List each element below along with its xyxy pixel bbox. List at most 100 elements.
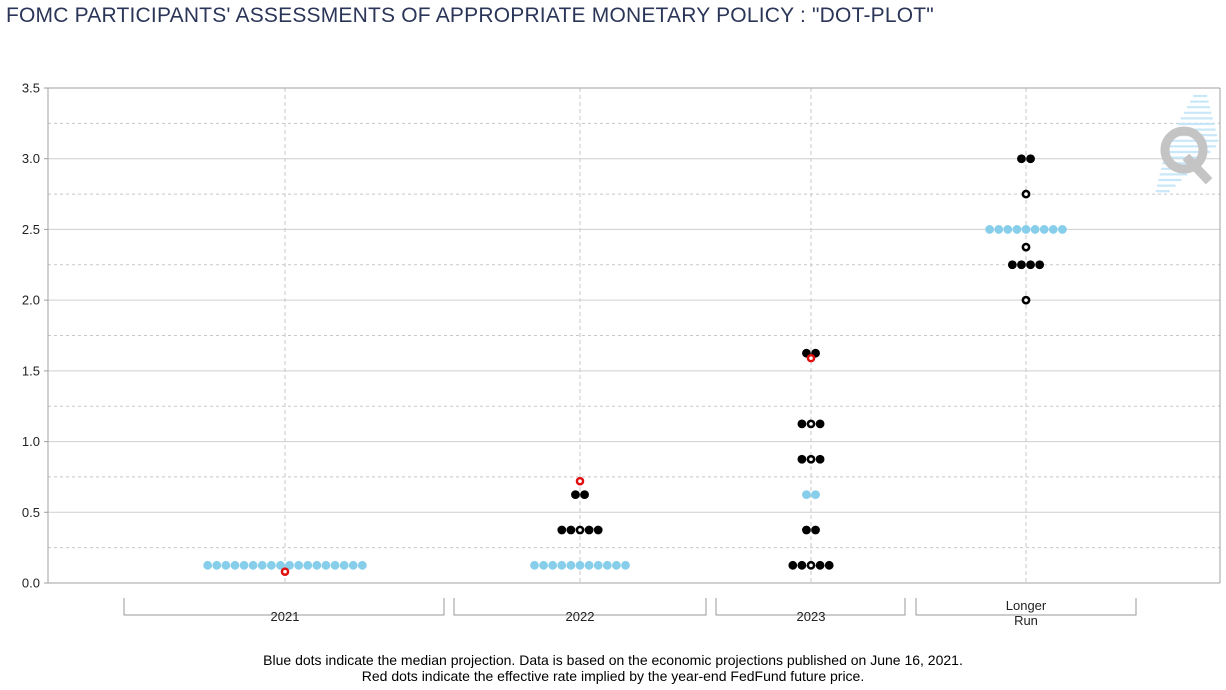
participants-dot: [824, 560, 834, 570]
participants-dot: [815, 560, 825, 570]
median-dot: [584, 560, 594, 570]
median-dot: [811, 490, 820, 500]
axes: [47, 87, 1221, 584]
participants-dot: [797, 454, 807, 464]
implied-dot-center: [578, 479, 582, 483]
median-dot: [1030, 225, 1040, 234]
median-dot: [330, 560, 340, 570]
median-dot: [1021, 225, 1031, 234]
y-tick-label: 0.5: [22, 505, 40, 520]
median-dot: [1003, 225, 1013, 234]
median-dot: [557, 560, 567, 570]
median-dot: [339, 560, 349, 570]
y-tick-labels: 0.0 0.5 1.0 1.5 2.0 2.5 3.0 3.5: [22, 81, 48, 591]
participants-dot: [584, 525, 594, 535]
median-dot: [1058, 225, 1067, 234]
participants-dot: [1017, 154, 1026, 164]
participants-dot: [815, 454, 825, 464]
participants-dot: [797, 560, 807, 570]
participants-dot: [1017, 260, 1026, 270]
participants-dot: [1026, 260, 1035, 270]
median-dot: [1012, 225, 1022, 234]
footnote: Blue dots indicate the median projection…: [0, 652, 1226, 684]
participants-dot: [797, 419, 807, 429]
participants-dot: [593, 525, 603, 535]
footnote-line-2: Red dots indicate the effective rate imp…: [361, 668, 865, 684]
x-category-label: 2021: [271, 609, 300, 624]
category-bracket: [715, 598, 906, 616]
median-dot: [276, 560, 285, 570]
watermark-q-ring: [1160, 126, 1208, 174]
y-tick-label: 1.5: [22, 363, 40, 378]
participants-dot-center: [809, 563, 813, 568]
participants-dot: [788, 560, 798, 570]
y-tick-label: 3.0: [22, 151, 40, 166]
participants-dot-center: [578, 528, 582, 532]
participants-dot: [557, 525, 567, 535]
y-tick-label: 2.5: [22, 222, 40, 237]
participants-dot: [566, 525, 576, 535]
median-dot: [239, 560, 249, 570]
y-tick-label: 3.5: [22, 81, 40, 96]
median-dot: [294, 560, 304, 570]
y-tick-label: 2.0: [22, 293, 40, 308]
median-dot: [985, 225, 994, 234]
median-dot: [312, 560, 322, 570]
median-dot: [257, 560, 267, 570]
implied-dot-center: [283, 569, 287, 574]
median-dot: [575, 560, 585, 570]
median-dot: [566, 560, 576, 570]
median-dot: [348, 560, 358, 570]
median-dot: [593, 560, 603, 570]
x-category-label: 2022: [566, 609, 595, 624]
median-dot: [203, 560, 213, 570]
median-dot: [548, 560, 558, 570]
participants-dot: [802, 525, 811, 535]
median-dot: [530, 560, 539, 570]
x-category-label: Run: [1014, 613, 1038, 628]
median-dot: [266, 560, 276, 570]
implied-dot-center: [809, 356, 813, 360]
y-tick-label: 1.0: [22, 434, 40, 449]
median-dot: [539, 560, 548, 570]
median-dot: [621, 560, 630, 570]
median-dot: [994, 225, 1004, 234]
category-bracket: [453, 598, 707, 616]
median-dot: [248, 560, 258, 570]
participants-dot: [1026, 154, 1035, 164]
median-dot: [612, 560, 621, 570]
dot-plot-chart: 0.0 0.5 1.0 1.5 2.0 2.5 3.0 3.5 2021 2022 2023 Lon…: [22, 81, 1221, 628]
participants-dot: [580, 490, 589, 500]
median-dot: [802, 490, 811, 500]
watermark-logo: [1155, 94, 1219, 193]
median-dot: [212, 560, 222, 570]
participants-dot-center: [809, 457, 813, 462]
participants-dot: [811, 525, 820, 535]
participants-dot-center: [1024, 192, 1028, 196]
participants-dot-center: [809, 422, 813, 426]
footnote-line-1: Blue dots indicate the median projection…: [263, 652, 963, 668]
y-tick-label: 0.0: [22, 576, 40, 591]
median-dot: [285, 560, 294, 570]
participants-dot: [1035, 260, 1045, 270]
participants-dot-center: [1024, 298, 1028, 302]
participants-dot: [571, 490, 580, 500]
category-brackets: [123, 598, 1137, 616]
participants-dot-center: [1024, 245, 1028, 249]
median-dot: [602, 560, 612, 570]
median-dot: [1039, 225, 1049, 234]
median-dot: [221, 560, 231, 570]
median-dot: [1048, 225, 1058, 234]
x-category-label: 2023: [797, 609, 826, 624]
x-category-label: Longer: [1006, 598, 1047, 613]
median-dot: [321, 560, 331, 570]
median-dot: [230, 560, 240, 570]
chart-title: FOMC PARTICIPANTS' ASSESSMENTS OF APPROP…: [6, 4, 934, 27]
category-bracket: [915, 598, 1137, 616]
median-dot: [357, 560, 367, 570]
median-dot: [303, 560, 313, 570]
participants-dot: [815, 419, 825, 429]
watermark-q-tail: [1182, 153, 1213, 185]
grid-lines: [48, 87, 1220, 584]
